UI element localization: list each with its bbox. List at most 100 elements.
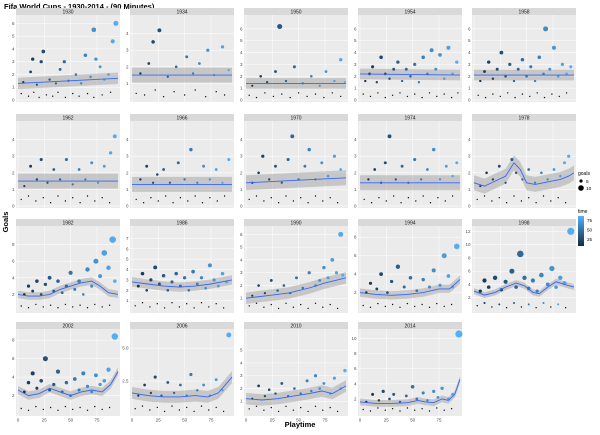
data-point <box>362 93 364 95</box>
data-point <box>35 303 37 306</box>
data-point <box>520 306 523 308</box>
data-point <box>49 304 52 306</box>
data-point <box>504 75 507 78</box>
data-point <box>369 410 372 412</box>
data-point <box>371 65 375 69</box>
panel-background <box>358 121 462 208</box>
data-point <box>300 406 302 409</box>
y-tick-label: 5 <box>126 257 129 262</box>
data-point <box>208 178 212 181</box>
data-point <box>172 202 174 204</box>
data-point <box>379 272 383 276</box>
data-point <box>450 303 453 306</box>
data-point <box>106 265 111 271</box>
data-point <box>94 200 96 202</box>
data-point <box>535 202 537 204</box>
data-point <box>79 304 81 306</box>
panel-background <box>244 121 348 208</box>
data-point <box>179 197 182 199</box>
data-point <box>446 274 451 278</box>
data-point <box>512 301 516 305</box>
data-point <box>94 405 96 408</box>
data-point <box>550 306 552 308</box>
y-tick-label: 3 <box>468 62 471 67</box>
data-point <box>497 164 501 168</box>
data-point <box>281 93 283 95</box>
data-point <box>333 79 336 83</box>
data-point <box>450 96 453 99</box>
data-point <box>367 178 370 181</box>
data-point <box>371 392 375 396</box>
data-point <box>35 279 39 283</box>
y-tick-label: 2 <box>354 396 357 401</box>
data-point <box>410 385 415 389</box>
facet-strip-label: 1986 <box>176 220 187 226</box>
y-tick-label: 0 <box>240 98 243 103</box>
data-point <box>64 380 69 385</box>
data-point <box>415 200 417 202</box>
data-point <box>170 280 174 284</box>
data-point <box>329 197 331 199</box>
data-point <box>507 92 509 94</box>
data-point <box>505 202 508 204</box>
data-point <box>222 410 225 413</box>
data-point <box>137 394 140 397</box>
data-point <box>533 181 537 184</box>
data-point <box>74 73 78 76</box>
data-point <box>90 390 94 394</box>
facet-strip-label: 1934 <box>176 9 187 15</box>
data-point <box>154 89 156 91</box>
data-point <box>208 409 210 411</box>
data-point <box>338 231 344 237</box>
data-point <box>161 273 166 278</box>
data-point <box>201 202 204 204</box>
data-point <box>49 406 52 409</box>
data-point <box>89 75 92 79</box>
y-tick-label: 5.0 <box>122 346 129 351</box>
data-point <box>520 200 523 202</box>
data-point <box>455 161 459 165</box>
data-point <box>336 202 339 204</box>
data-point <box>387 134 392 139</box>
data-point <box>414 409 416 411</box>
data-point <box>443 409 445 411</box>
data-point <box>530 278 535 283</box>
data-point <box>205 96 207 98</box>
data-point <box>263 306 265 308</box>
data-point <box>414 305 416 308</box>
data-point <box>174 271 178 276</box>
smooth-line <box>245 385 347 401</box>
data-point <box>194 195 196 197</box>
data-point <box>332 154 336 158</box>
data-point <box>81 371 86 376</box>
data-point <box>220 271 225 276</box>
data-point <box>176 161 180 165</box>
data-point <box>542 72 545 76</box>
data-point <box>377 407 379 409</box>
data-point <box>543 96 546 99</box>
facet-strip <box>244 114 348 121</box>
data-point <box>285 405 287 407</box>
data-point <box>41 49 46 54</box>
data-point <box>157 282 161 286</box>
data-point <box>194 89 196 91</box>
data-point <box>214 168 218 171</box>
data-point <box>195 282 199 286</box>
panel-background <box>472 226 576 313</box>
data-point <box>270 406 272 409</box>
data-point <box>27 307 30 309</box>
data-point <box>379 55 383 60</box>
data-point <box>202 164 206 168</box>
y-tick-label: 3 <box>354 154 357 159</box>
data-point <box>26 284 31 288</box>
facet-strip <box>472 8 576 15</box>
data-point <box>47 275 52 280</box>
data-point <box>134 305 136 307</box>
data-point <box>83 53 88 58</box>
data-point <box>457 92 459 94</box>
facet-strip-label: 1994 <box>404 220 415 226</box>
data-point <box>58 178 62 181</box>
data-point <box>113 20 119 26</box>
data-point <box>171 302 173 304</box>
data-point <box>20 198 22 201</box>
